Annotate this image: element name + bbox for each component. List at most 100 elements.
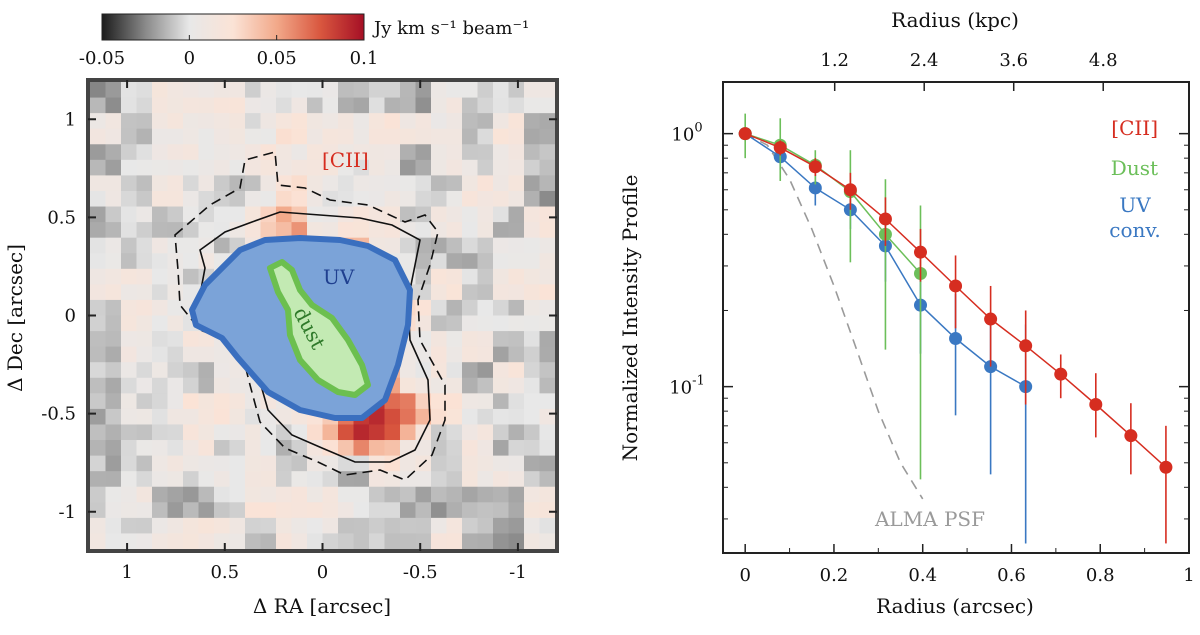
heatmap-cell xyxy=(446,268,463,285)
heatmap-cell xyxy=(291,502,308,519)
heatmap-cell xyxy=(105,128,122,145)
heatmap-cell xyxy=(229,97,246,114)
heatmap-cell xyxy=(338,440,355,457)
heatmap-cell xyxy=(245,128,262,145)
heatmap-cell xyxy=(508,424,525,441)
heatmap-cell xyxy=(508,206,525,223)
heatmap-cell xyxy=(477,440,494,457)
heatmap-cell xyxy=(276,206,293,223)
heatmap-cell xyxy=(322,222,339,239)
heatmap-cell xyxy=(415,533,432,549)
heatmap-cell xyxy=(105,408,122,426)
heatmap-cell xyxy=(493,471,510,488)
heatmap-cell xyxy=(477,331,494,348)
heatmap-cell xyxy=(446,362,463,379)
heatmap-cell xyxy=(105,486,122,503)
heatmap-cell xyxy=(431,128,448,145)
heatmap-cell xyxy=(121,486,138,503)
heatmap-cell xyxy=(446,299,463,317)
heatmap-cell xyxy=(493,159,510,176)
heatmap-cell xyxy=(493,517,510,535)
heatmap-cell xyxy=(152,331,169,348)
profile-xtick-label: 1 xyxy=(1183,565,1194,586)
heatmap-cell xyxy=(229,175,246,192)
heatmap-cell xyxy=(539,237,555,254)
heatmap-cell xyxy=(105,253,122,270)
heatmap-cell xyxy=(276,455,293,472)
heatmap-cell xyxy=(400,190,417,208)
heatmap-cell xyxy=(214,393,231,410)
colorbar xyxy=(101,13,365,41)
heatmap-cell xyxy=(105,159,122,176)
heatmap-cell xyxy=(493,144,510,161)
heatmap-cell xyxy=(152,424,169,441)
heatmap-cell xyxy=(90,253,107,270)
heatmap-cell xyxy=(105,175,122,192)
heatmap-cell xyxy=(90,237,107,254)
heatmap-cell xyxy=(214,362,231,379)
heatmap-cell xyxy=(152,97,169,114)
map-xtick-label: 0 xyxy=(317,562,328,583)
heatmap-cell xyxy=(369,159,386,176)
heatmap-cell xyxy=(136,471,153,488)
heatmap-cell xyxy=(183,533,200,549)
heatmap-cell xyxy=(369,502,386,519)
profile-panel: 0 0.2 0.4 0.6 0.8 1 1.2 2.4 3.6 4.8 100 10-1 Radius… xyxy=(618,8,1195,618)
heatmap-cell xyxy=(136,128,153,145)
heatmap-cell xyxy=(400,486,417,503)
heatmap-cell xyxy=(322,486,339,503)
heatmap-cell xyxy=(167,533,184,549)
heatmap-cell xyxy=(477,190,494,208)
colorbar-label: Jy km s⁻¹ beam⁻¹ xyxy=(372,18,529,39)
heatmap-cell xyxy=(229,159,246,176)
heatmap-cell xyxy=(214,486,231,503)
heatmap-cell xyxy=(260,206,277,223)
map-xtick-label: -1 xyxy=(509,562,527,583)
heatmap-cell xyxy=(400,113,417,130)
heatmap-cell xyxy=(369,175,386,192)
heatmap-cell xyxy=(539,159,555,176)
heatmap-cell xyxy=(121,517,138,535)
heatmap-cell xyxy=(462,377,479,394)
heatmap-cell xyxy=(353,144,370,161)
heatmap-cell xyxy=(477,455,494,472)
profile-series xyxy=(738,113,1173,544)
map-ytick-label: 1 xyxy=(65,109,76,130)
heatmap-cell xyxy=(121,113,138,130)
heatmap-cell xyxy=(90,299,107,317)
heatmap-cell xyxy=(152,253,169,270)
heatmap-cell xyxy=(105,144,122,161)
heatmap-cell xyxy=(183,97,200,114)
heatmap-cell xyxy=(121,284,138,301)
heatmap-cell xyxy=(462,82,479,99)
heatmap-cell xyxy=(493,175,510,192)
heatmap-cell xyxy=(400,424,417,441)
heatmap-cell xyxy=(477,362,494,379)
colorbar-tick-label: -0.05 xyxy=(79,48,125,69)
heatmap-cell xyxy=(198,471,215,488)
heatmap-cell xyxy=(493,253,510,270)
heatmap-cell xyxy=(353,424,370,441)
heatmap-cell xyxy=(524,315,541,332)
heatmap-cell xyxy=(524,331,541,348)
heatmap-cell xyxy=(446,377,463,394)
cii-label: [CII] xyxy=(322,148,369,172)
heatmap-cell xyxy=(338,82,355,99)
heatmap-cell xyxy=(462,113,479,130)
heatmap-cell xyxy=(384,517,401,535)
profile-frame xyxy=(722,81,1190,554)
heatmap-cell xyxy=(167,393,184,410)
heatmap-cell xyxy=(322,206,339,223)
heatmap-cell xyxy=(229,424,246,441)
heatmap-cell xyxy=(400,128,417,145)
heatmap-cell xyxy=(245,222,262,239)
heatmap-cell xyxy=(291,533,308,549)
heatmap-cell xyxy=(539,346,555,363)
heatmap-cell xyxy=(446,315,463,332)
heatmap-cell xyxy=(105,284,122,301)
data-point xyxy=(808,160,822,174)
heatmap-cell xyxy=(152,440,169,457)
heatmap-cell xyxy=(136,206,153,223)
heatmap-cell xyxy=(105,424,122,441)
heatmap-cell xyxy=(260,424,277,441)
